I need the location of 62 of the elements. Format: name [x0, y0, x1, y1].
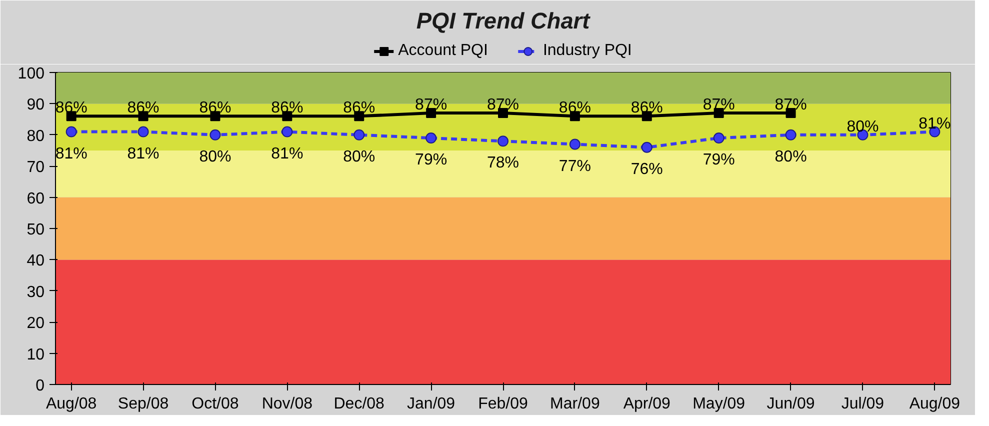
data-label: 86%	[558, 100, 591, 117]
data-label: 86%	[127, 100, 160, 117]
point	[210, 129, 221, 140]
point	[641, 142, 652, 153]
data-label: 87%	[415, 96, 448, 114]
x-tick-label: Mar/09	[550, 396, 600, 412]
data-label: 80%	[343, 148, 376, 166]
point	[138, 126, 149, 138]
data-label: 80%	[774, 148, 807, 166]
x-tick-label: Nov/08	[262, 396, 313, 412]
y-tick-label: 70	[26, 159, 45, 176]
data-label: 87%	[486, 96, 520, 114]
data-label: 81%	[271, 145, 304, 162]
y-tick-label: 60	[26, 190, 45, 208]
x-tick-label: Oct/08	[192, 396, 239, 412]
y-tick-label: 100	[18, 66, 45, 82]
data-label: 81%	[127, 145, 160, 162]
y-tick-label: 80	[26, 128, 45, 145]
x-tick-label: Dec/08	[334, 396, 385, 412]
y-tick-label: 90	[26, 96, 45, 114]
point	[785, 129, 796, 140]
point	[498, 136, 508, 147]
y-tick-label: 0	[36, 378, 45, 394]
x-tick-label: Apr/09	[623, 396, 671, 412]
x-tick-label: Jul/09	[841, 396, 884, 412]
data-label: 86%	[199, 100, 232, 117]
y-tick-label: 50	[26, 222, 45, 238]
point	[282, 126, 293, 138]
legend-label: Account PQI	[398, 42, 488, 60]
y-tick-label: 30	[26, 284, 45, 301]
data-label: 79%	[415, 152, 448, 169]
x-tick-label: Jun/09	[766, 396, 815, 412]
data-label: 76%	[630, 160, 663, 178]
data-label: 78%	[486, 154, 520, 172]
chart-title: PQI Trend Chart	[416, 8, 592, 34]
point	[569, 138, 580, 150]
data-label: 86%	[343, 100, 376, 117]
x-tick-label: May/09	[692, 396, 746, 412]
data-label: 80%	[199, 148, 232, 166]
data-label: 87%	[702, 96, 735, 114]
data-label: 79%	[702, 152, 735, 169]
x-tick-label: Sep/08	[118, 396, 169, 412]
y-tick-label: 40	[26, 252, 45, 270]
data-label: 86%	[271, 100, 304, 117]
y-tick-label: 20	[26, 315, 45, 332]
x-tick-label: Feb/09	[478, 396, 528, 412]
legend-label: Industry PQI	[542, 42, 632, 60]
data-label: 80%	[846, 118, 879, 136]
data-label: 86%	[630, 100, 663, 117]
point	[66, 126, 77, 138]
x-tick-label: Aug/08	[46, 396, 97, 412]
data-label: 81%	[918, 115, 951, 132]
point	[426, 132, 437, 144]
data-label: 86%	[55, 100, 88, 117]
data-label: 81%	[55, 145, 88, 162]
data-label: 87%	[774, 96, 807, 114]
data-label: 77%	[558, 158, 591, 175]
point	[354, 129, 365, 140]
x-tick-label: Aug/09	[909, 396, 960, 412]
point	[713, 132, 724, 144]
x-tick-label: Jan/09	[407, 396, 456, 412]
y-tick-label: 10	[26, 346, 45, 364]
